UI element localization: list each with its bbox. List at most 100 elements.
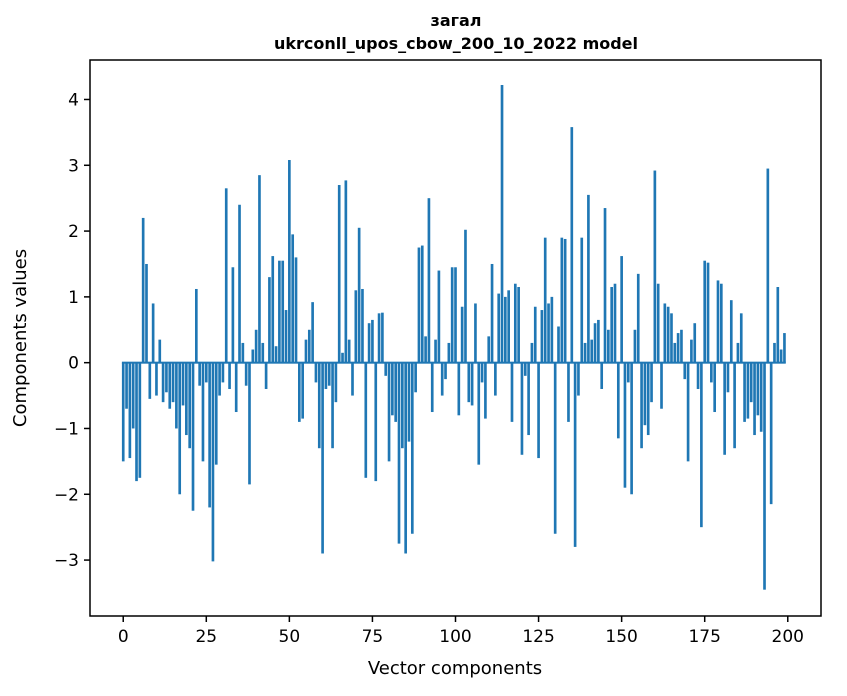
bar [447,342,451,363]
bar [420,245,424,363]
bar [719,283,723,363]
bar [739,313,743,363]
bar [381,312,384,363]
bar [231,267,235,363]
bar [573,362,577,547]
x-tick-label: 25 [195,627,217,647]
bar [281,260,285,363]
y-axis-ticks: −3 −2 −1 0 1 2 3 4 [54,90,90,571]
bar [254,329,258,363]
bar [590,339,594,363]
bar [494,362,497,396]
bar [401,362,404,449]
bar [533,306,537,363]
bar [660,362,663,409]
bar [191,362,195,511]
x-tick-label: 0 [118,627,129,647]
bar [653,170,657,363]
bar [457,362,461,416]
bar [520,362,524,455]
bar [736,342,740,363]
bar [151,303,155,363]
bar [723,362,726,455]
bar [410,362,414,534]
bar [450,267,454,363]
bar [543,237,547,363]
bar [168,362,172,409]
bar [391,362,394,416]
bar [487,336,491,363]
bar [490,263,494,363]
bar [404,362,407,554]
bar [234,362,238,413]
bar [284,310,288,363]
bar [261,342,265,363]
bar [513,283,517,363]
bar [158,339,162,363]
bar [464,229,467,363]
bar [374,362,378,482]
bar [161,362,165,403]
bar [703,260,707,363]
bar [477,362,481,465]
bar [361,288,364,363]
x-tick-label: 75 [362,627,384,647]
bar [776,287,780,363]
bar [656,283,660,363]
x-axis-ticks: 0 25 50 75 100 125 150 175 200 [118,616,804,647]
bar [580,237,584,363]
bar [317,362,321,449]
bar [347,339,351,363]
bar [773,342,776,363]
bar [248,362,251,485]
bar [523,362,527,376]
bar [673,342,677,363]
bar [337,185,341,363]
bar [135,362,138,482]
bar [593,323,597,363]
bar [407,362,411,442]
bar [214,362,218,465]
bar [616,362,620,439]
bar [553,362,557,534]
bar [251,349,255,363]
bar [663,303,667,363]
bar [128,362,132,459]
bar [570,127,574,363]
y-tick-label: 4 [68,90,79,110]
bar [324,362,328,389]
y-axis-label: Components values [10,249,31,427]
bar [224,188,228,363]
bar [141,217,145,363]
bar [430,362,434,413]
zero-line [121,361,786,364]
bar [710,362,713,383]
bar [693,323,697,363]
bar [563,238,567,363]
bar [138,362,142,478]
x-axis-label: Vector components [368,658,542,679]
bar [427,198,431,363]
bar [131,362,135,429]
bar [460,306,464,363]
bar [517,287,520,363]
bar [646,362,650,436]
bar [683,362,687,380]
bar [726,362,730,393]
zero-baseline [121,361,786,364]
bar [603,208,607,363]
bar [278,260,281,363]
plot-area [89,59,822,617]
bar [686,362,690,462]
bar [696,362,700,389]
bar [557,326,560,363]
bar [500,85,504,363]
bar [454,267,457,363]
bar [244,362,248,386]
bar [334,362,338,403]
bar [314,362,318,383]
bar [327,362,331,386]
bar [414,362,417,393]
bar [630,362,633,495]
